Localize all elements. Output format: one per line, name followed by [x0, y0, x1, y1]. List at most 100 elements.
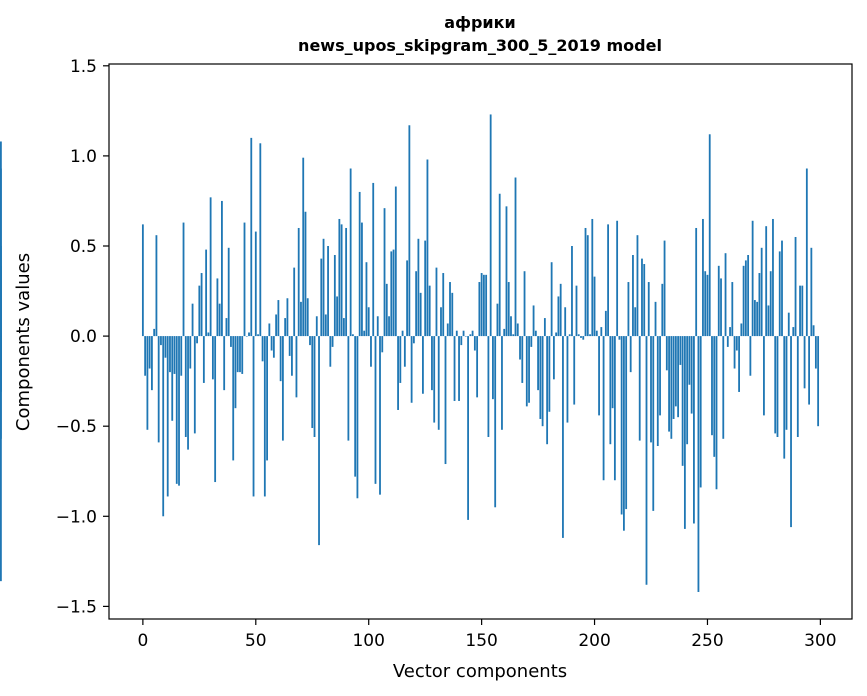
bar [412, 336, 415, 344]
chart-title: африки [444, 13, 515, 32]
x-tick-label: 300 [804, 631, 836, 651]
bar [679, 336, 682, 365]
bar [336, 296, 338, 337]
bar [616, 220, 619, 337]
bar [275, 314, 278, 337]
bar [629, 336, 632, 373]
x-tick-label: 200 [578, 631, 610, 651]
bar [729, 327, 731, 337]
bar [417, 238, 420, 337]
bar [354, 336, 357, 477]
bar [747, 255, 750, 337]
y-axis-label: Components values [13, 253, 34, 431]
bar [575, 285, 578, 337]
bar [455, 330, 458, 337]
bar [254, 231, 257, 337]
bar [555, 332, 558, 337]
bar [221, 200, 223, 337]
bar [440, 307, 442, 337]
bar [693, 336, 695, 524]
bar [184, 336, 187, 437]
bar [178, 336, 180, 486]
bar [406, 260, 409, 337]
bar [796, 336, 799, 437]
bar [248, 332, 250, 337]
bar [571, 246, 573, 337]
bar [0, 141, 2, 337]
bar [0, 336, 2, 365]
bar [460, 336, 463, 346]
bar [365, 262, 368, 337]
bar [252, 336, 255, 497]
bar [514, 177, 517, 337]
bar [263, 336, 266, 497]
bar [211, 336, 214, 380]
bar [580, 336, 582, 338]
bar [645, 336, 648, 585]
bar [453, 336, 456, 401]
bar [814, 336, 817, 369]
bar [652, 336, 655, 511]
bar [753, 300, 756, 337]
bar [469, 334, 472, 337]
bar [345, 227, 348, 337]
bar [437, 336, 440, 430]
bar [424, 240, 427, 337]
bar [638, 336, 641, 441]
bar [166, 336, 169, 497]
bar [704, 271, 707, 337]
bar [688, 336, 691, 385]
bar [690, 336, 693, 414]
bar [478, 282, 481, 337]
bar [724, 253, 727, 337]
bar [665, 336, 668, 371]
bar [331, 336, 334, 347]
bar [659, 336, 661, 416]
bar [236, 336, 239, 373]
bar [462, 330, 465, 337]
bar [512, 334, 515, 337]
bar [740, 323, 743, 337]
bar [141, 224, 144, 337]
bar [817, 336, 820, 427]
bar [731, 282, 734, 337]
x-tick-label: 0 [137, 631, 148, 651]
bar [557, 296, 560, 337]
bar [458, 336, 460, 401]
bar [250, 137, 253, 337]
bar [758, 273, 761, 337]
bar [636, 235, 639, 337]
bar [541, 336, 544, 427]
bar [564, 307, 567, 337]
bar [473, 336, 476, 351]
chart-subtitle: news_upos_skipgram_300_5_2019 model [298, 36, 662, 55]
plot-frame [108, 63, 853, 620]
x-axis-label: Vector components [393, 661, 567, 682]
bar [765, 226, 768, 337]
bar [801, 285, 804, 337]
bar [530, 336, 533, 347]
bar [272, 336, 275, 358]
bar [643, 264, 646, 337]
bar [742, 265, 745, 337]
bar [261, 336, 264, 362]
bar [322, 238, 325, 337]
bar [772, 218, 774, 337]
bar [760, 247, 763, 337]
bar [589, 334, 591, 337]
bar [243, 222, 246, 337]
bar [223, 336, 226, 391]
bar [494, 336, 497, 508]
bar [805, 168, 808, 337]
bar [519, 336, 521, 360]
bar [609, 336, 612, 445]
bar [776, 336, 779, 437]
bar [604, 310, 607, 337]
bar [607, 224, 609, 337]
bar [489, 114, 492, 337]
bar [191, 303, 194, 337]
bar [471, 330, 474, 337]
bar [333, 255, 336, 337]
bar [315, 316, 318, 337]
